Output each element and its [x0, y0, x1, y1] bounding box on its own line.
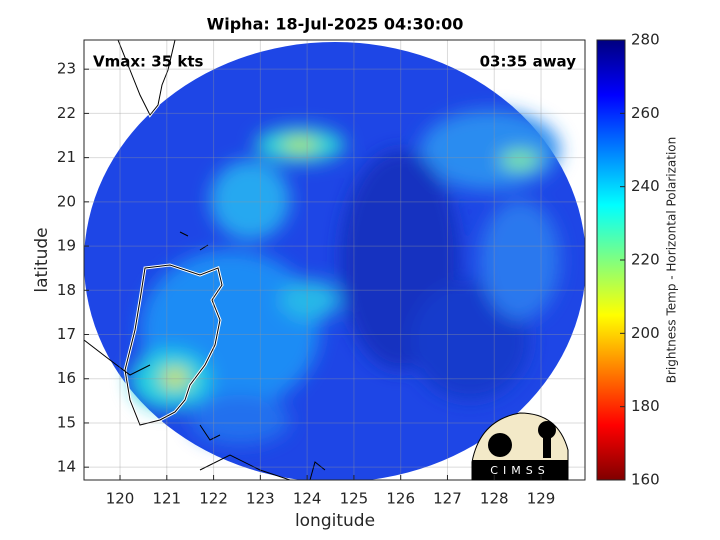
x-tick-label: 120 — [106, 490, 135, 508]
colorbar-tick-label: 260 — [631, 104, 660, 122]
logo-text: CIMSS — [490, 464, 549, 477]
x-tick-label: 125 — [340, 490, 369, 508]
x-tick-label: 126 — [386, 490, 415, 508]
colorbar-tick-label: 160 — [631, 471, 660, 489]
x-tick-label: 122 — [199, 490, 228, 508]
chart-title: Wipha: 18-Jul-2025 04:30:00 — [207, 15, 464, 34]
y-tick-label: 14 — [57, 458, 76, 476]
x-tick-label: 128 — [480, 490, 509, 508]
y-tick-label: 18 — [57, 281, 76, 299]
colorbar-tick-label: 200 — [631, 324, 660, 342]
x-tick-label: 127 — [433, 490, 462, 508]
colorbar-label: Brightness Temp - Horizontal Polarizatio… — [665, 137, 679, 384]
y-tick-label: 23 — [57, 60, 76, 78]
swath — [84, 42, 585, 480]
annotation-right: 03:35 away — [480, 53, 577, 71]
y-tick-label: 16 — [57, 369, 76, 387]
y-axis-label: latitude — [32, 227, 52, 292]
x-tick-label: 123 — [246, 490, 275, 508]
annotation-left: Vmax: 35 kts — [93, 53, 203, 71]
x-tick-label: 121 — [152, 490, 181, 508]
x-tick-label: 129 — [527, 490, 556, 508]
swath-texture — [130, 110, 560, 445]
y-tick-label: 20 — [57, 192, 76, 210]
y-tick-label: 15 — [57, 413, 76, 431]
y-tick-label: 22 — [57, 104, 76, 122]
colorbar-tick-label: 220 — [631, 251, 660, 269]
y-tick-label: 19 — [57, 237, 76, 255]
y-tick-label: 21 — [57, 148, 76, 166]
colorbar-tick-label: 240 — [631, 177, 660, 195]
colorbar-tick-label: 280 — [631, 31, 660, 49]
coastlines — [84, 40, 326, 480]
plot-frame — [83, 39, 586, 481]
y-tick-label: 17 — [57, 325, 76, 343]
cimss-logo: CIMSS — [471, 412, 569, 481]
x-axis-label: longitude — [295, 511, 375, 531]
colorbar-tick-label: 180 — [631, 397, 660, 415]
grid — [84, 40, 585, 480]
x-tick-label: 124 — [293, 490, 322, 508]
